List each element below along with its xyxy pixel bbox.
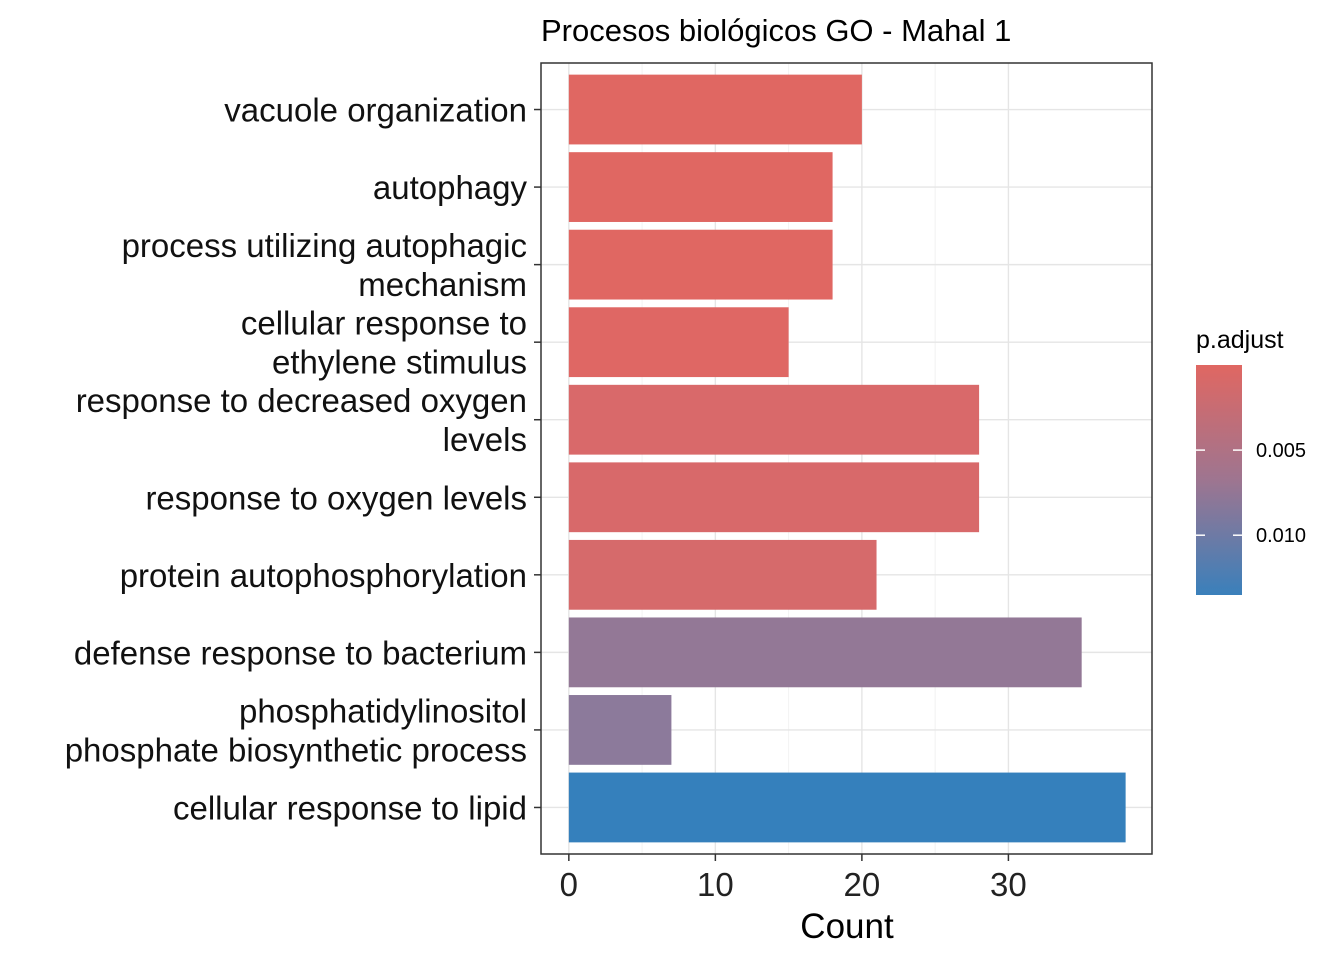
category-label-line: autophagy (373, 169, 528, 206)
plot-border (540, 62, 1153, 855)
category-label-line: phosphatidylinositol (239, 692, 527, 729)
bar (568, 462, 980, 533)
category-label-line: phosphate biosynthetic process (65, 731, 527, 768)
category-label-line: vacuole organization (224, 92, 527, 129)
bar (568, 74, 862, 145)
category-label-line: process utilizing autophagic (122, 227, 527, 264)
category-label-line: cellular response to lipid (173, 789, 527, 826)
x-axis-ticks: 0 10 20 30 (560, 854, 1027, 903)
x-tick-label: 10 (697, 866, 734, 903)
bar (568, 307, 789, 378)
category-label-line: cellular response to (241, 305, 527, 342)
legend: p.adjust 0.005 0.010 (1196, 326, 1306, 595)
category-label: process utilizing autophagic mechanism (122, 227, 527, 303)
category-label: defense response to bacterium (74, 634, 527, 671)
category-label-line: response to decreased oxygen (76, 382, 527, 419)
bar (568, 695, 672, 765)
category-label-line: levels (443, 421, 527, 458)
x-tick-label: 20 (844, 866, 881, 903)
bar (568, 617, 1082, 688)
bar (568, 539, 877, 610)
category-label-line: response to oxygen levels (145, 479, 527, 516)
legend-colorbar (1196, 365, 1242, 595)
category-label: cellular response to ethylene stimulus (241, 305, 527, 381)
legend-title: p.adjust (1196, 326, 1284, 354)
bar (568, 772, 1126, 843)
category-label-line: defense response to bacterium (74, 634, 527, 671)
category-label: vacuole organization (224, 92, 527, 129)
chart-title: Procesos biológicos GO - Mahal 1 (541, 13, 1011, 48)
legend-ticks: 0.005 0.010 (1196, 440, 1306, 547)
category-label: response to oxygen levels (145, 479, 527, 516)
category-label: protein autophosphorylation (120, 557, 527, 594)
category-labels: vacuole organization autophagy process uti… (65, 92, 541, 826)
legend-tick-label: 0.005 (1256, 440, 1306, 462)
x-axis-title: Count (800, 907, 894, 946)
category-label-line: ethylene stimulus (272, 344, 527, 381)
x-tick-label: 0 (560, 866, 578, 903)
category-label: autophagy (373, 169, 528, 206)
category-label: response to decreased oxygen levels (76, 382, 527, 458)
bar (568, 152, 833, 222)
category-label: phosphatidylinositol phosphate biosynthet… (65, 692, 527, 768)
x-tick-label: 30 (990, 866, 1027, 903)
bars (568, 74, 1126, 843)
legend-tick-label: 0.010 (1256, 525, 1306, 547)
bar (568, 229, 833, 300)
category-label: cellular response to lipid (173, 789, 527, 826)
category-label-line: protein autophosphorylation (120, 557, 527, 594)
category-label-line: mechanism (358, 266, 527, 303)
bar (568, 384, 980, 455)
